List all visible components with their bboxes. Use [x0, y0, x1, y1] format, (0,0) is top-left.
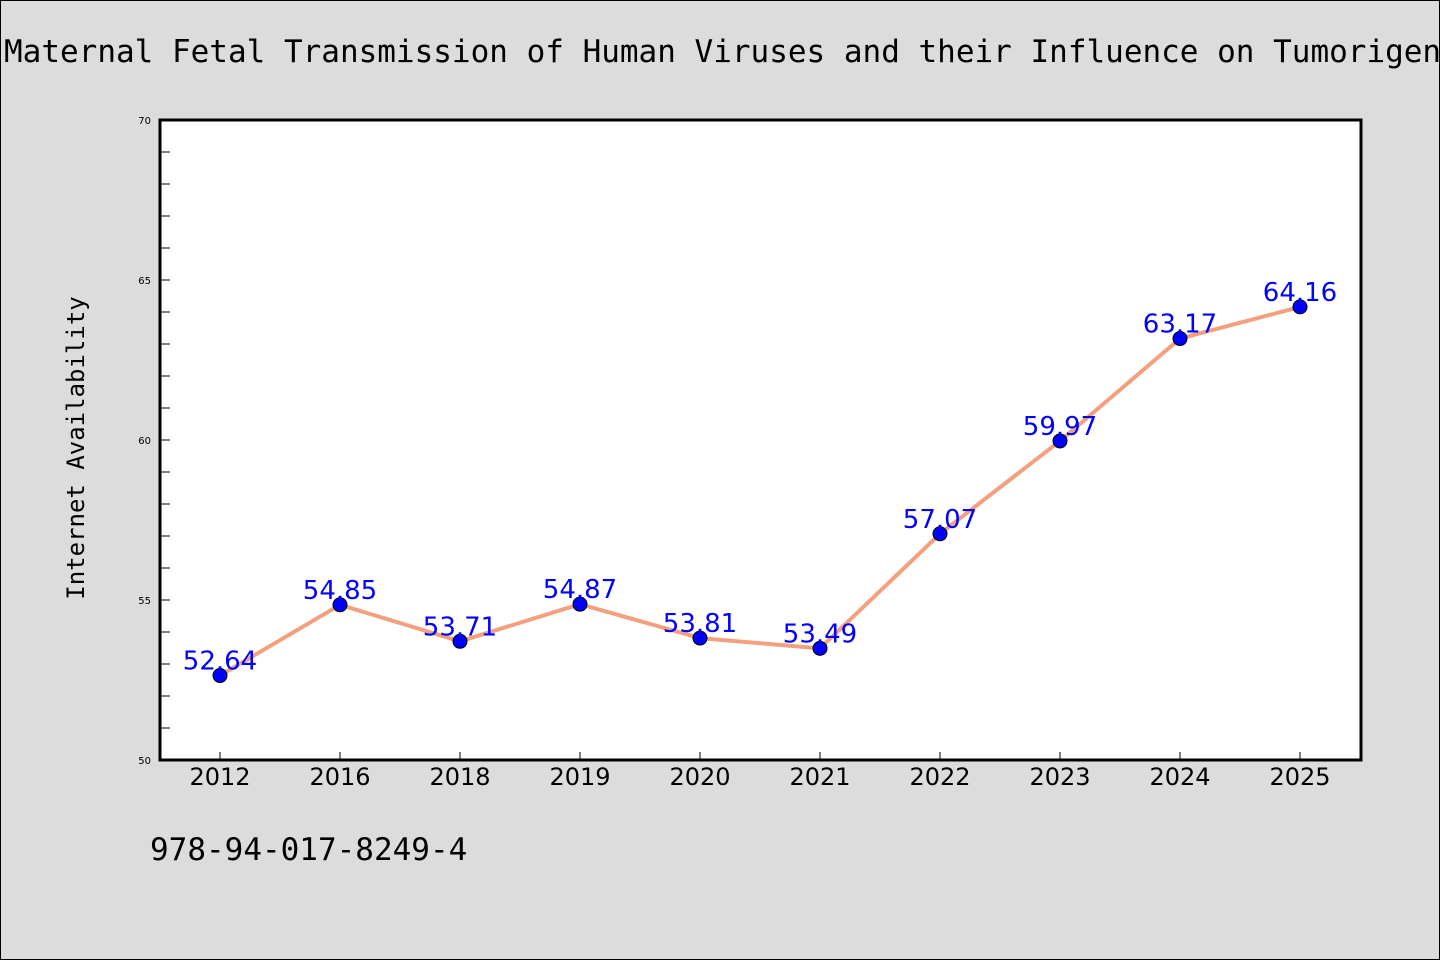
series-line: [218, 304, 1302, 678]
y-tick-label: 50: [138, 756, 151, 767]
x-tick-label: 2018: [429, 763, 490, 791]
chart-title: Maternal Fetal Transmission of Human Vir…: [4, 34, 1440, 70]
y-axis-label: Internet Availability: [62, 296, 90, 599]
y-axis-ticks: 50 55 60 65 70: [138, 116, 170, 767]
data-point: [932, 526, 948, 542]
data-point: [812, 640, 828, 656]
data-point: [572, 596, 588, 612]
x-tick-label: 2023: [1029, 763, 1090, 791]
data-label: 54.87: [543, 575, 617, 605]
data-label: 53.81: [663, 609, 737, 639]
y-tick-label: 60: [138, 436, 151, 447]
x-tick-label: 2020: [669, 763, 730, 791]
x-tick-label: 2012: [189, 763, 250, 791]
data-point: [692, 630, 708, 646]
x-tick-label: 2022: [909, 763, 970, 791]
y-tick-label: 55: [138, 596, 151, 607]
plot-area: [158, 118, 1363, 762]
data-label: 63.17: [1143, 310, 1217, 340]
y-tick-label: 70: [138, 116, 151, 127]
series-group: 52.64 54.85 53.71 54.87 53.81 53.49 57.07 59.97…: [183, 278, 1337, 684]
x-tick-label: 2019: [549, 763, 610, 791]
data-label: 59.97: [1023, 412, 1097, 442]
x-tick-label: 2016: [309, 763, 370, 791]
data-point: [1292, 299, 1308, 315]
data-label: 52.64: [183, 647, 257, 677]
data-point: [332, 597, 348, 613]
isbn-text: 978-94-017-8249-4: [150, 832, 468, 868]
data-point: [1052, 433, 1068, 449]
x-axis-ticks: 2012 2016 2018 2019 2020 2021 2022 2023 2024 2025: [189, 752, 1331, 791]
data-label: 54.85: [303, 576, 377, 606]
x-tick-label: 2021: [789, 763, 850, 791]
x-tick-label: 2024: [1149, 763, 1210, 791]
data-label: 64.16: [1263, 278, 1337, 308]
data-point: [212, 668, 228, 684]
data-point: [452, 633, 468, 649]
data-label: 57.07: [903, 505, 977, 535]
data-point: [1172, 331, 1188, 347]
y-tick-label: 65: [138, 276, 151, 287]
data-label: 53.49: [783, 619, 857, 649]
x-tick-label: 2025: [1269, 763, 1330, 791]
data-label: 53.71: [423, 612, 497, 642]
